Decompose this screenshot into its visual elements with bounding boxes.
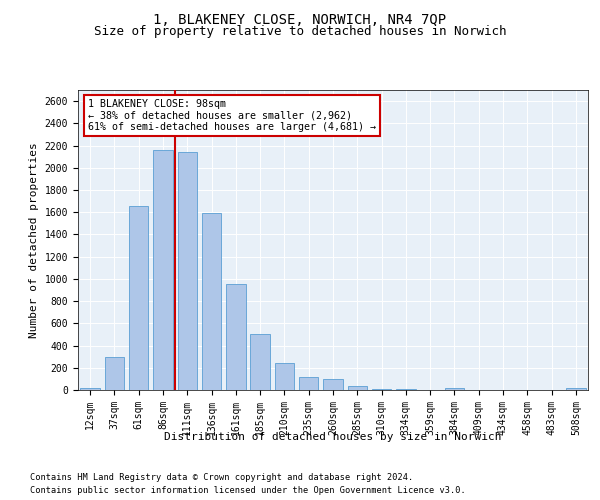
Text: Distribution of detached houses by size in Norwich: Distribution of detached houses by size …: [164, 432, 502, 442]
Bar: [202, 213, 221, 390]
Text: Contains public sector information licensed under the Open Government Licence v3: Contains public sector information licen…: [30, 486, 466, 495]
Text: Contains HM Land Registry data © Crown copyright and database right 2024.: Contains HM Land Registry data © Crown c…: [30, 472, 413, 482]
Text: 1, BLAKENEY CLOSE, NORWICH, NR4 7QP: 1, BLAKENEY CLOSE, NORWICH, NR4 7QP: [154, 12, 446, 26]
Bar: [566, 388, 586, 390]
Bar: [105, 356, 124, 390]
Bar: [275, 363, 294, 390]
Bar: [445, 388, 464, 390]
Y-axis label: Number of detached properties: Number of detached properties: [29, 142, 39, 338]
Text: Size of property relative to detached houses in Norwich: Size of property relative to detached ho…: [94, 25, 506, 38]
Bar: [372, 389, 391, 390]
Bar: [299, 376, 319, 390]
Bar: [178, 152, 197, 390]
Bar: [250, 334, 270, 390]
Bar: [323, 379, 343, 390]
Bar: [347, 386, 367, 390]
Bar: [153, 150, 173, 390]
Bar: [226, 284, 245, 390]
Text: 1 BLAKENEY CLOSE: 98sqm
← 38% of detached houses are smaller (2,962)
61% of semi: 1 BLAKENEY CLOSE: 98sqm ← 38% of detache…: [88, 99, 376, 132]
Bar: [80, 388, 100, 390]
Bar: [129, 206, 148, 390]
